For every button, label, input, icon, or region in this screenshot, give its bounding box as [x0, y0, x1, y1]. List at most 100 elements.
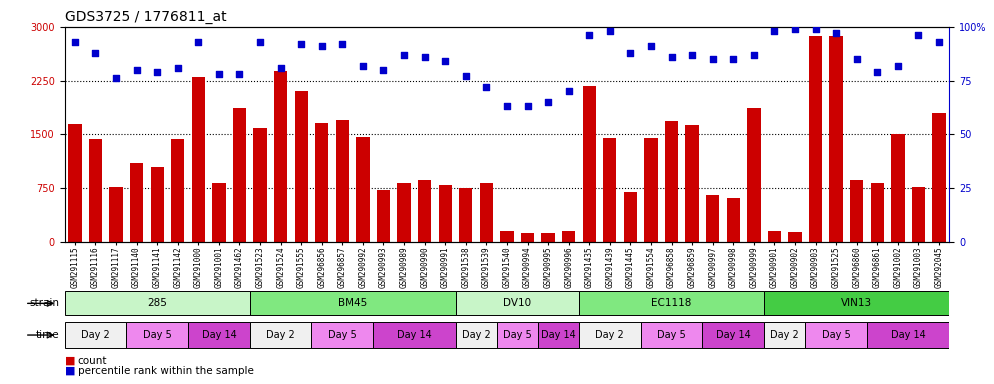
Point	[458, 73, 474, 79]
Bar	[500, 231, 514, 242]
Point	[581, 32, 597, 38]
Text: strain: strain	[30, 298, 60, 308]
Bar	[767, 231, 781, 242]
Text: Day 5: Day 5	[503, 330, 532, 340]
Point	[601, 28, 617, 34]
Point	[911, 32, 926, 38]
Bar	[932, 113, 945, 242]
Bar	[192, 77, 205, 242]
Text: Day 2: Day 2	[266, 330, 295, 340]
Point	[211, 71, 227, 77]
Bar	[809, 36, 822, 242]
Bar	[480, 183, 493, 242]
Point	[232, 71, 248, 77]
Bar	[850, 180, 864, 242]
Text: Day 14: Day 14	[891, 330, 925, 340]
Point	[931, 39, 947, 45]
Bar	[805, 322, 867, 348]
Text: Day 5: Day 5	[328, 330, 357, 340]
Point	[437, 58, 453, 65]
Bar	[130, 163, 143, 242]
Bar	[373, 322, 455, 348]
Bar	[579, 322, 641, 348]
Bar	[829, 36, 843, 242]
Bar	[686, 125, 699, 242]
Bar	[764, 291, 949, 316]
Point	[334, 41, 350, 47]
Bar	[641, 322, 703, 348]
Point	[272, 65, 288, 71]
Bar	[417, 180, 431, 242]
Bar	[126, 322, 188, 348]
Bar	[788, 232, 801, 242]
Point	[397, 52, 413, 58]
Point	[314, 43, 330, 49]
Point	[499, 103, 515, 109]
Bar	[311, 322, 373, 348]
Point	[705, 56, 721, 62]
Text: ■: ■	[65, 356, 76, 366]
Bar	[459, 188, 472, 242]
Point	[478, 84, 494, 90]
Bar	[336, 120, 349, 242]
Text: Day 14: Day 14	[541, 330, 576, 340]
Point	[561, 88, 577, 94]
Bar	[438, 185, 452, 242]
Bar	[521, 233, 534, 242]
Point	[355, 63, 371, 69]
Text: 285: 285	[147, 298, 167, 308]
Bar	[867, 322, 949, 348]
Bar	[69, 124, 82, 242]
Point	[766, 28, 782, 34]
Point	[746, 52, 761, 58]
Point	[890, 63, 906, 69]
Text: VIN13: VIN13	[841, 298, 873, 308]
Point	[622, 50, 638, 56]
Text: percentile rank within the sample: percentile rank within the sample	[78, 366, 253, 376]
Point	[87, 50, 103, 56]
Bar	[249, 322, 311, 348]
Text: Day 5: Day 5	[657, 330, 686, 340]
Point	[128, 67, 144, 73]
Point	[149, 69, 165, 75]
Point	[191, 39, 207, 45]
Text: Day 2: Day 2	[461, 330, 490, 340]
Point	[726, 56, 742, 62]
Bar	[455, 322, 497, 348]
Bar	[109, 187, 122, 242]
Bar	[579, 291, 764, 316]
Point	[376, 67, 392, 73]
Text: Day 5: Day 5	[143, 330, 172, 340]
Bar	[764, 322, 805, 348]
Bar	[249, 291, 455, 316]
Bar	[377, 190, 391, 242]
Point	[170, 65, 186, 71]
Text: Day 2: Day 2	[82, 330, 110, 340]
Text: time: time	[36, 330, 60, 340]
Point	[807, 26, 823, 32]
Point	[67, 39, 83, 45]
Bar	[294, 91, 308, 242]
Point	[870, 69, 886, 75]
Text: Day 14: Day 14	[716, 330, 750, 340]
Bar	[274, 71, 287, 242]
Bar	[233, 108, 247, 242]
Bar	[603, 138, 616, 242]
Point	[252, 39, 268, 45]
Bar	[911, 187, 925, 242]
Bar	[65, 291, 249, 316]
Point	[684, 52, 700, 58]
Text: Day 5: Day 5	[822, 330, 851, 340]
Text: Day 2: Day 2	[770, 330, 799, 340]
Bar	[150, 167, 164, 242]
Text: Day 14: Day 14	[202, 330, 237, 340]
Bar	[497, 322, 538, 348]
Bar	[871, 183, 884, 242]
Point	[520, 103, 536, 109]
Point	[293, 41, 309, 47]
Point	[416, 54, 432, 60]
Bar	[542, 233, 555, 242]
Bar	[623, 192, 637, 242]
Bar	[455, 291, 579, 316]
Bar	[88, 139, 102, 242]
